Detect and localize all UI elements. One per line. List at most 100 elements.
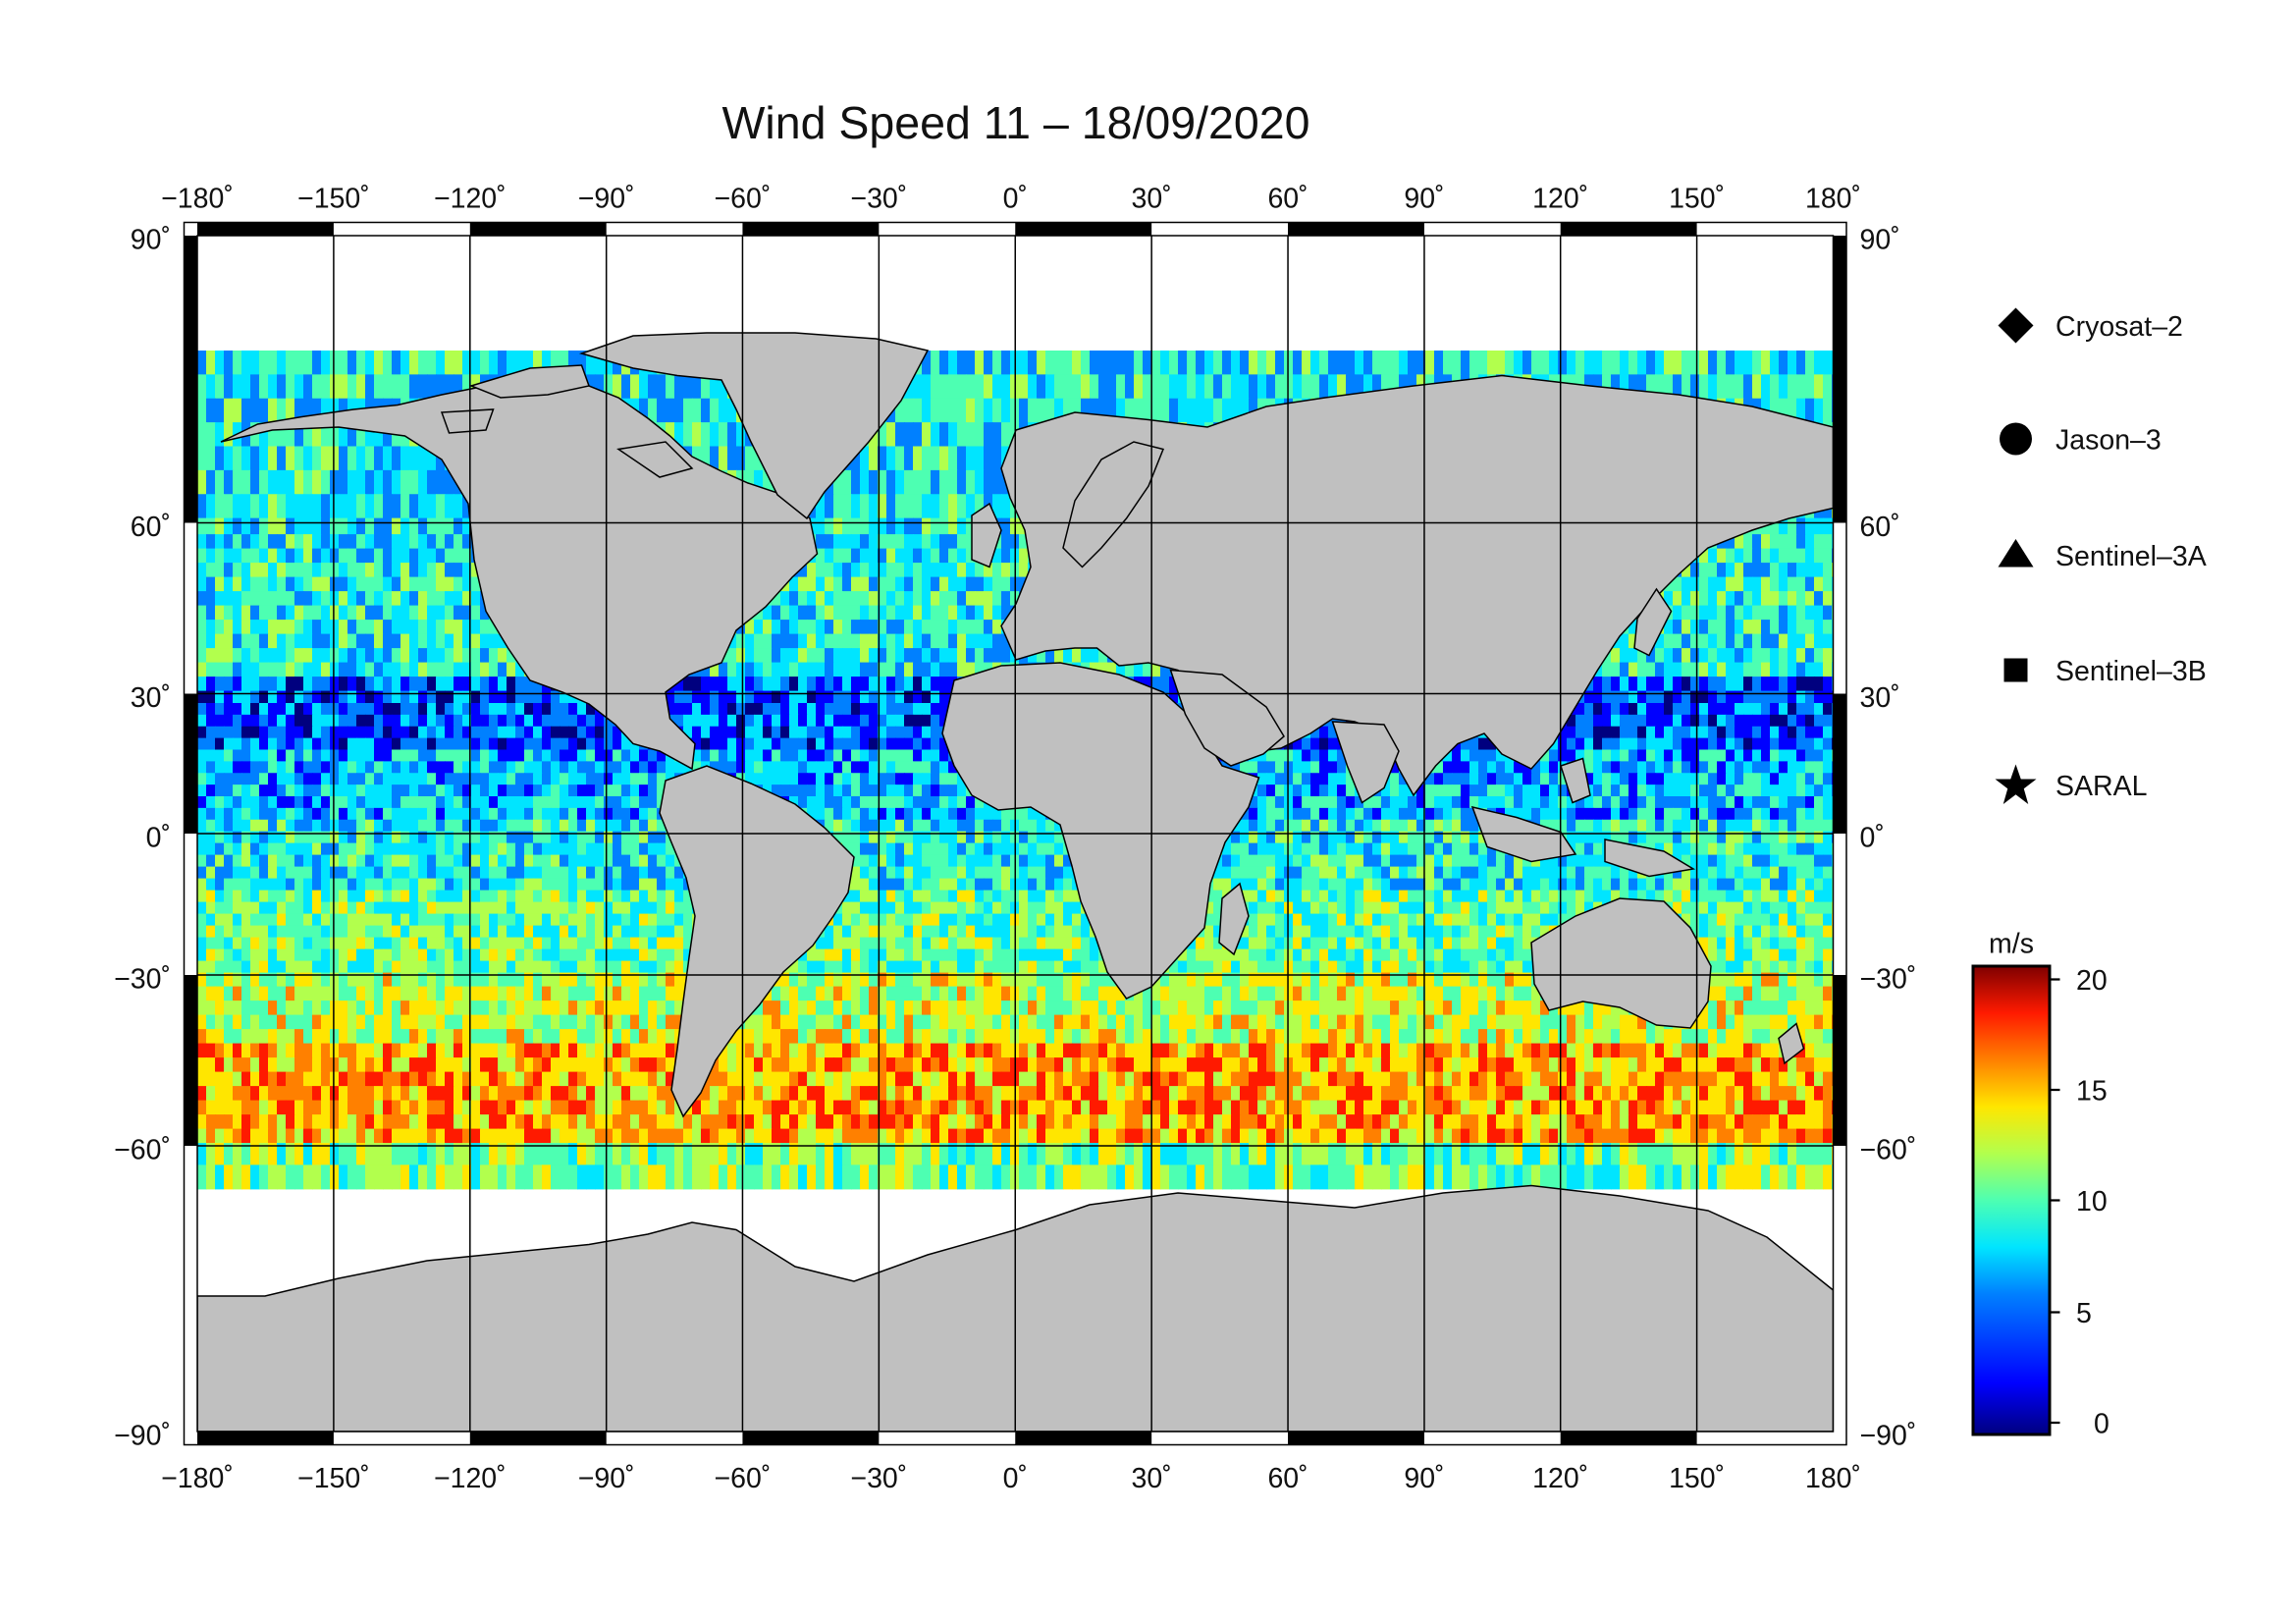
wind-cell xyxy=(939,534,949,550)
wind-cell xyxy=(939,374,949,400)
wind-cell xyxy=(754,749,764,763)
wind-cell xyxy=(1682,761,1691,775)
wind-cell xyxy=(462,351,472,376)
wind-cell xyxy=(860,761,870,775)
wind-cell xyxy=(365,620,375,635)
wind-cell xyxy=(392,605,401,621)
wind-cell xyxy=(268,469,278,495)
wind-cell xyxy=(542,726,552,739)
wind-cell xyxy=(754,469,764,495)
wind-cell xyxy=(1151,374,1161,400)
wind-cell xyxy=(1761,591,1771,607)
wind-cell xyxy=(206,517,216,535)
wind-cell xyxy=(1726,534,1735,550)
wind-cell xyxy=(445,714,454,728)
wind-cell xyxy=(445,773,454,785)
wind-cell xyxy=(1708,703,1718,716)
wind-cell xyxy=(241,351,251,376)
wind-cell xyxy=(666,374,675,400)
wind-cell xyxy=(851,633,861,649)
wind-cell xyxy=(886,726,896,739)
wind-cell xyxy=(365,676,375,692)
wind-cell xyxy=(383,446,393,471)
wind-cell xyxy=(595,761,605,775)
wind-cell xyxy=(1805,648,1815,664)
wind-cell xyxy=(268,351,278,376)
wind-cell xyxy=(233,761,242,775)
wind-cell xyxy=(197,737,207,751)
wind-cell xyxy=(365,469,375,495)
wind-cell xyxy=(1805,703,1815,716)
wind-cell xyxy=(1796,662,1806,677)
wind-cell xyxy=(904,648,914,664)
wind-cell xyxy=(1478,737,1488,751)
wind-cell xyxy=(330,548,340,564)
wind-cell xyxy=(992,563,1002,578)
wind-cell xyxy=(957,351,967,376)
wind-cell xyxy=(392,469,401,495)
wind-cell xyxy=(948,761,958,775)
wind-cell xyxy=(312,563,322,578)
wind-cell xyxy=(683,398,693,423)
wind-cell xyxy=(383,534,393,550)
wind-cell xyxy=(383,422,393,448)
wind-cell xyxy=(931,374,940,400)
wind-cell xyxy=(224,398,234,423)
wind-cell xyxy=(383,703,393,716)
wind-cell xyxy=(869,761,879,775)
wind-cell xyxy=(233,690,242,704)
wind-cell xyxy=(674,690,684,704)
wind-cell xyxy=(1823,726,1833,739)
wind-cell xyxy=(1575,351,1585,376)
wind-cell xyxy=(383,633,393,649)
wind-cell xyxy=(1310,374,1320,400)
wind-cell xyxy=(1788,648,1797,664)
wind-cell xyxy=(1690,563,1700,578)
wind-cell xyxy=(1823,749,1833,763)
wind-cell xyxy=(1823,633,1833,649)
wind-cell xyxy=(1735,662,1744,677)
wind-cell xyxy=(869,703,879,716)
wind-cell xyxy=(1319,749,1329,763)
wind-cell xyxy=(939,690,949,704)
wind-cell xyxy=(197,422,207,448)
wind-cell xyxy=(931,576,940,592)
wind-cell xyxy=(215,726,225,739)
wind-cell xyxy=(224,548,234,564)
wind-cell xyxy=(489,676,499,692)
wind-cell xyxy=(1134,398,1144,423)
wind-cell xyxy=(913,690,923,704)
wind-cell xyxy=(250,773,260,785)
wind-cell xyxy=(374,591,384,607)
wind-cell xyxy=(1187,398,1197,423)
wind-cell xyxy=(462,648,472,664)
wind-cell xyxy=(1505,761,1515,775)
wind-cell xyxy=(851,726,861,739)
wind-cell xyxy=(939,703,949,716)
wind-cell xyxy=(895,398,905,423)
wind-cell xyxy=(454,714,463,728)
wind-cell xyxy=(1779,749,1789,763)
wind-cell xyxy=(1001,351,1011,376)
wind-cell xyxy=(303,676,313,692)
wind-cell xyxy=(789,676,799,692)
wind-cell xyxy=(515,761,525,775)
wind-cell xyxy=(1690,605,1700,621)
wind-cell xyxy=(1770,374,1780,400)
wind-cell xyxy=(772,676,781,692)
wind-cell xyxy=(330,737,340,751)
wind-cell xyxy=(719,714,728,728)
wind-cell xyxy=(948,422,958,448)
wind-cell xyxy=(895,548,905,564)
wind-cell xyxy=(1240,398,1250,423)
wind-cell xyxy=(233,517,242,535)
wind-cell xyxy=(1752,662,1762,677)
wind-cell xyxy=(462,633,472,649)
wind-cell xyxy=(392,714,401,728)
wind-cell xyxy=(833,591,843,607)
wind-cell xyxy=(1337,773,1347,785)
wind-cell xyxy=(745,761,755,775)
wind-cell xyxy=(1770,749,1780,763)
wind-cell xyxy=(1743,676,1753,692)
wind-cell xyxy=(1796,633,1806,649)
